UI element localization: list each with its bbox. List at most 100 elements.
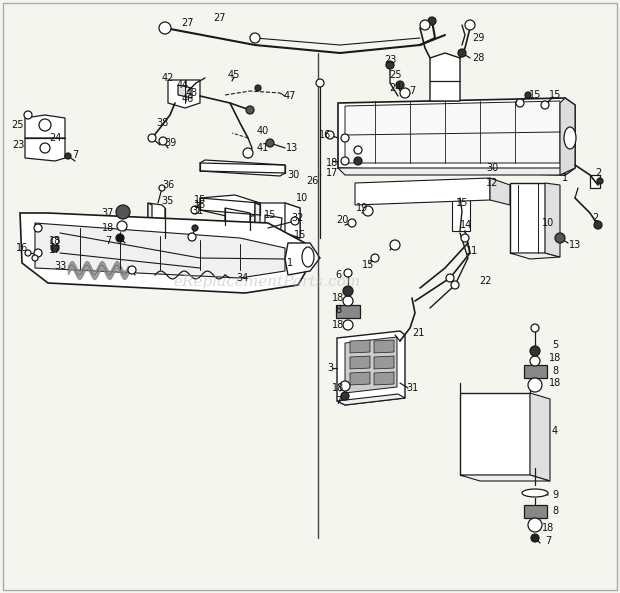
Ellipse shape [250, 33, 260, 43]
Ellipse shape [344, 269, 352, 277]
Text: 17: 17 [326, 168, 338, 178]
Ellipse shape [116, 205, 130, 219]
Polygon shape [350, 372, 370, 385]
Text: 41: 41 [257, 143, 269, 153]
Ellipse shape [530, 346, 540, 356]
Ellipse shape [531, 324, 539, 332]
Polygon shape [285, 203, 300, 238]
Ellipse shape [363, 206, 373, 216]
Text: 2: 2 [595, 168, 601, 178]
Text: 4: 4 [552, 426, 558, 436]
Ellipse shape [340, 381, 350, 391]
Ellipse shape [461, 234, 469, 242]
Ellipse shape [24, 111, 32, 119]
Ellipse shape [51, 244, 59, 252]
Ellipse shape [341, 392, 349, 400]
Ellipse shape [525, 92, 531, 98]
Polygon shape [20, 213, 305, 293]
Text: 15: 15 [264, 210, 276, 220]
Ellipse shape [159, 22, 171, 34]
Polygon shape [336, 305, 360, 318]
Polygon shape [265, 215, 282, 235]
Ellipse shape [555, 233, 565, 243]
Polygon shape [255, 203, 300, 238]
Ellipse shape [148, 134, 156, 142]
Polygon shape [545, 183, 560, 257]
Text: 27: 27 [214, 13, 226, 23]
Text: 15: 15 [362, 260, 374, 270]
Text: 15: 15 [194, 200, 206, 210]
Text: 18: 18 [332, 293, 344, 303]
Polygon shape [148, 203, 152, 235]
Polygon shape [200, 160, 285, 176]
Text: 7: 7 [335, 396, 341, 406]
Ellipse shape [117, 221, 127, 231]
Ellipse shape [343, 296, 353, 306]
Ellipse shape [354, 146, 362, 154]
Text: 36: 36 [162, 180, 174, 190]
Text: 10: 10 [542, 218, 554, 228]
Ellipse shape [316, 79, 324, 87]
Ellipse shape [302, 247, 314, 267]
Polygon shape [530, 393, 550, 481]
Text: 1: 1 [287, 258, 293, 268]
Text: 3: 3 [327, 363, 333, 373]
Polygon shape [524, 365, 547, 378]
Polygon shape [560, 98, 575, 175]
Text: 23: 23 [12, 140, 24, 150]
Ellipse shape [255, 85, 261, 91]
Ellipse shape [446, 274, 454, 282]
Polygon shape [168, 80, 200, 108]
Ellipse shape [343, 320, 353, 330]
Polygon shape [374, 340, 394, 353]
Text: 27: 27 [182, 18, 194, 28]
Ellipse shape [396, 81, 404, 89]
Text: 8: 8 [552, 366, 558, 376]
Text: 2: 2 [592, 213, 598, 223]
Ellipse shape [528, 518, 542, 532]
Text: 7: 7 [545, 536, 551, 546]
Ellipse shape [522, 489, 548, 497]
Polygon shape [510, 183, 545, 253]
Text: 18: 18 [549, 353, 561, 363]
Text: 12: 12 [486, 178, 498, 188]
Ellipse shape [326, 131, 334, 139]
Ellipse shape [354, 157, 362, 165]
Text: 15: 15 [549, 90, 561, 100]
Polygon shape [345, 337, 397, 393]
Text: 1: 1 [562, 173, 568, 183]
Text: 16: 16 [319, 130, 331, 140]
Text: 18: 18 [549, 378, 561, 388]
Polygon shape [355, 178, 490, 205]
Ellipse shape [65, 153, 71, 159]
Text: 26: 26 [306, 176, 318, 186]
Polygon shape [337, 394, 405, 405]
Ellipse shape [246, 106, 254, 114]
Text: 40: 40 [257, 126, 269, 136]
Polygon shape [490, 178, 510, 205]
Text: eReplacementParts.com: eReplacementParts.com [173, 275, 360, 289]
Polygon shape [510, 253, 560, 259]
Ellipse shape [420, 20, 430, 30]
Polygon shape [460, 393, 530, 475]
Text: 19: 19 [356, 203, 368, 213]
Ellipse shape [25, 250, 31, 256]
Ellipse shape [390, 240, 400, 250]
Text: 28: 28 [472, 53, 484, 63]
Text: 44: 44 [177, 80, 189, 90]
Text: 15: 15 [194, 195, 206, 205]
Ellipse shape [128, 266, 136, 274]
Text: 34: 34 [236, 273, 248, 283]
Ellipse shape [531, 534, 539, 542]
Ellipse shape [530, 356, 540, 366]
Ellipse shape [386, 61, 394, 69]
Text: 22: 22 [479, 276, 491, 286]
Text: 20: 20 [336, 215, 348, 225]
Ellipse shape [243, 148, 253, 158]
Ellipse shape [348, 219, 356, 227]
Text: 15: 15 [294, 230, 306, 240]
Polygon shape [524, 505, 547, 518]
Text: 9: 9 [552, 490, 558, 500]
Polygon shape [338, 98, 575, 175]
Polygon shape [374, 356, 394, 369]
